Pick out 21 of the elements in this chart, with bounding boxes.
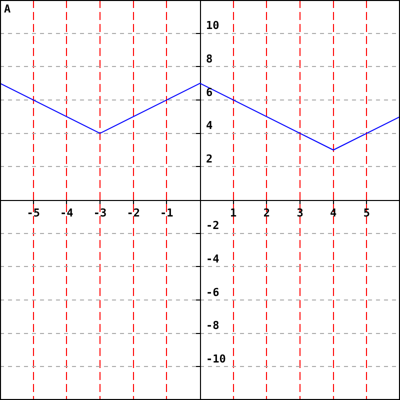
y-tick-label: -6 bbox=[206, 286, 220, 299]
x-tick-label: 5 bbox=[363, 206, 370, 220]
y-tick-label: 8 bbox=[206, 52, 213, 66]
x-tick-label: 3 bbox=[296, 206, 304, 220]
x-tick-label: 2 bbox=[263, 206, 270, 220]
x-tick-label: -2 bbox=[126, 206, 140, 220]
y-tick-label: 4 bbox=[206, 119, 213, 132]
x-tick-label: -5 bbox=[26, 206, 40, 220]
y-tick-label: 10 bbox=[206, 19, 220, 32]
y-tick-label: 6 bbox=[206, 86, 213, 99]
x-tick-label: -1 bbox=[160, 206, 174, 220]
annotation: A bbox=[4, 2, 11, 16]
y-tick-label: -10 bbox=[206, 352, 226, 366]
y-tick-label: -8 bbox=[206, 319, 220, 332]
x-tick-label: 4 bbox=[330, 206, 338, 220]
y-tick-label: -2 bbox=[206, 219, 220, 232]
y-tick-label: 2 bbox=[206, 152, 213, 166]
x-tick-label: -4 bbox=[60, 206, 74, 220]
x-tick-label: 1 bbox=[230, 206, 238, 220]
x-tick-label: -3 bbox=[93, 206, 107, 220]
y-tick-label: -4 bbox=[206, 252, 220, 266]
